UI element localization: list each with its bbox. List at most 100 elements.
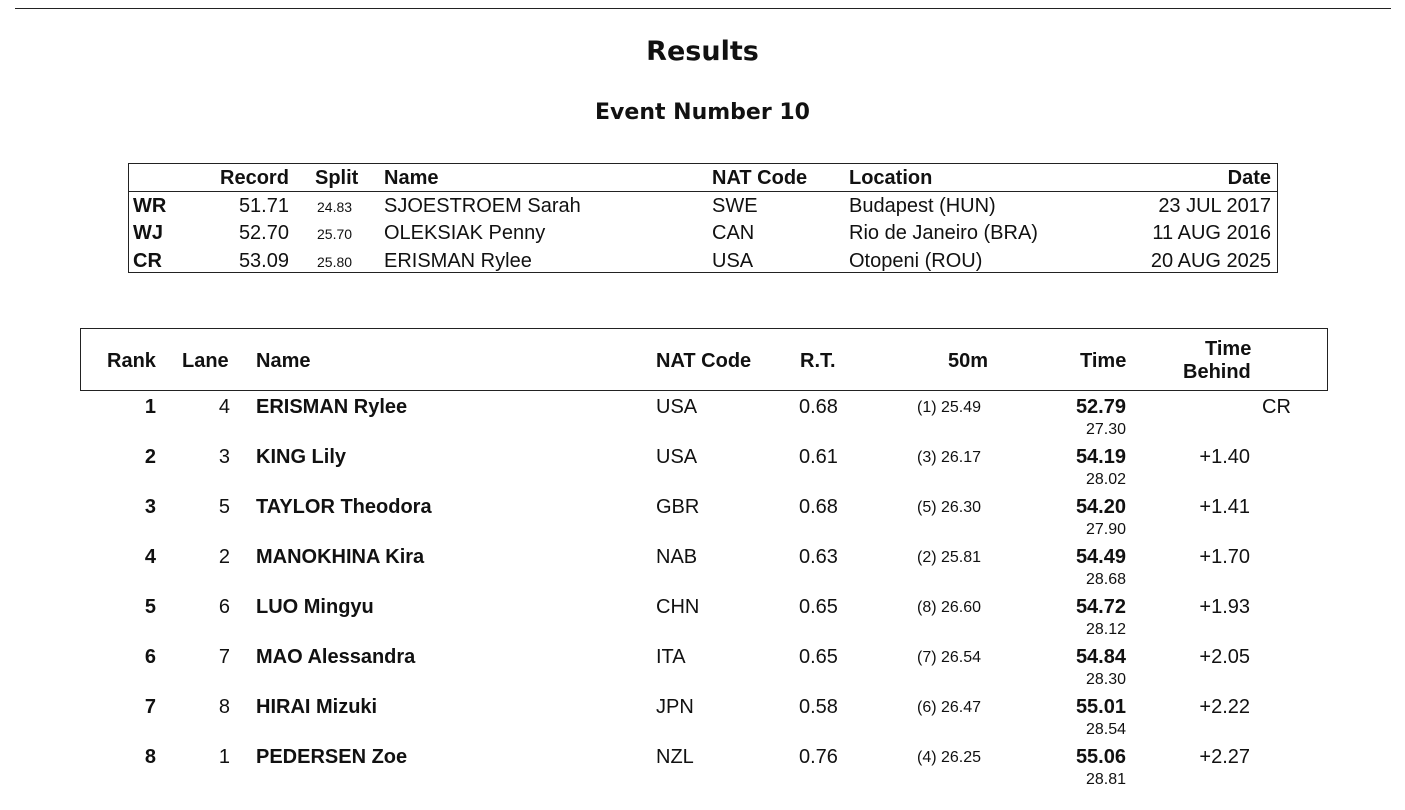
result-time: 52.79: [1075, 396, 1126, 418]
result-row: 5 6 LUO Mingyu CHN 0.65 (8) 26.60 54.72 …: [0, 596, 1405, 646]
result-name: PEDERSEN Zoe: [256, 746, 408, 768]
record-code: WR: [133, 195, 167, 217]
result-rank: 5: [144, 596, 156, 618]
records-header-record: Record: [220, 167, 289, 189]
results-header-name: Name: [256, 350, 311, 372]
result-rank: 4: [144, 546, 156, 568]
result-time: 54.20: [1075, 496, 1126, 518]
result-rank: 3: [144, 496, 156, 518]
result-name: KING Lily: [256, 446, 347, 468]
result-second-split: 28.54: [1085, 721, 1126, 738]
records-header-name: Name: [384, 167, 439, 189]
result-second-split: 28.02: [1085, 471, 1126, 488]
result-row: 3 5 TAYLOR Theodora GBR 0.68 (5) 26.30 5…: [0, 496, 1405, 546]
record-nat: SWE: [712, 195, 758, 217]
record-nat: USA: [712, 250, 754, 272]
result-nat: USA: [656, 396, 698, 418]
result-split: (8) 26.60: [917, 599, 982, 616]
result-second-split: 27.90: [1085, 521, 1126, 538]
result-nat: USA: [656, 446, 698, 468]
record-date: 23 JUL 2017: [1158, 195, 1271, 217]
records-table: Record Split Name NAT Code Location Date…: [128, 163, 1278, 273]
result-split: (5) 26.30: [917, 499, 982, 516]
record-split: 24.83: [317, 199, 353, 215]
result-time-behind: +1.70: [1199, 546, 1250, 568]
result-reaction-time: 0.63: [799, 546, 838, 568]
result-name: ERISMAN Rylee: [256, 396, 408, 418]
result-name: MAO Alessandra: [256, 646, 416, 668]
result-split: (6) 26.47: [917, 699, 982, 716]
event-title: Event Number 10: [595, 100, 810, 125]
result-nat: GBR: [656, 496, 700, 518]
result-row: 8 1 PEDERSEN Zoe NZL 0.76 (4) 26.25 55.0…: [0, 746, 1405, 796]
result-lane: 2: [218, 546, 230, 568]
result-time: 55.01: [1075, 696, 1126, 718]
result-reaction-time: 0.65: [799, 596, 838, 618]
result-time-behind: +1.41: [1199, 496, 1250, 518]
result-lane: 3: [218, 446, 230, 468]
result-split: (4) 26.25: [917, 749, 982, 766]
results-header-time: Time: [1080, 350, 1127, 372]
result-time: 54.19: [1075, 446, 1126, 468]
page-title: Results: [646, 36, 759, 67]
results-header-rt: R.T.: [800, 350, 836, 372]
result-second-split: 28.12: [1085, 621, 1126, 638]
results-header-nat: NAT Code: [656, 350, 752, 372]
result-rank: 8: [144, 746, 156, 768]
record-location: Otopeni (ROU): [849, 250, 983, 272]
result-name: MANOKHINA Kira: [256, 546, 425, 568]
results-header-lane: Lane: [182, 350, 229, 372]
result-rank: 6: [144, 646, 156, 668]
result-time: 54.84: [1075, 646, 1126, 668]
top-divider: [15, 8, 1391, 9]
result-split: (2) 25.81: [917, 549, 982, 566]
record-holder: ERISMAN Rylee: [384, 250, 532, 272]
record-location: Budapest (HUN): [849, 195, 996, 217]
results-header-behind-1: Time: [1205, 338, 1252, 360]
result-nat: ITA: [656, 646, 686, 668]
result-time: 54.72: [1075, 596, 1126, 618]
result-name: LUO Mingyu: [256, 596, 374, 618]
record-split: 25.70: [317, 226, 353, 242]
record-time: 51.71: [238, 195, 289, 217]
result-time-behind: +1.93: [1199, 596, 1250, 618]
result-row: 6 7 MAO Alessandra ITA 0.65 (7) 26.54 54…: [0, 646, 1405, 696]
results-header: Rank Lane Name NAT Code R.T. 50m Time Ti…: [80, 328, 1328, 391]
result-second-split: 28.81: [1085, 771, 1126, 788]
record-holder: OLEKSIAK Penny: [384, 222, 546, 244]
record-date: 20 AUG 2025: [1150, 250, 1271, 272]
records-header-date: Date: [1227, 167, 1271, 189]
result-lane: 6: [218, 596, 230, 618]
result-nat: JPN: [656, 696, 694, 718]
result-row: 7 8 HIRAI Mizuki JPN 0.58 (6) 26.47 55.0…: [0, 696, 1405, 746]
result-nat: CHN: [656, 596, 700, 618]
record-row: CR 53.09 25.80 ERISMAN Rylee USA Otopeni…: [129, 247, 1277, 274]
result-nat: NAB: [656, 546, 698, 568]
record-row: WJ 52.70 25.70 OLEKSIAK Penny CAN Rio de…: [129, 219, 1277, 246]
result-second-split: 28.68: [1085, 571, 1126, 588]
record-nat: CAN: [712, 222, 755, 244]
result-row: 4 2 MANOKHINA Kira NAB 0.63 (2) 25.81 54…: [0, 546, 1405, 596]
results-header-rank: Rank: [107, 350, 156, 372]
record-row: WR 51.71 24.83 SJOESTROEM Sarah SWE Buda…: [129, 192, 1277, 219]
records-header-location: Location: [849, 167, 933, 189]
record-code: CR: [133, 250, 162, 272]
results-header-behind-2: Behind: [1183, 361, 1251, 383]
result-time-behind: +2.27: [1199, 746, 1250, 768]
result-rank: 1: [144, 396, 156, 418]
result-lane: 8: [218, 696, 230, 718]
record-split: 25.80: [317, 254, 353, 270]
record-time: 52.70: [238, 222, 289, 244]
result-lane: 1: [218, 746, 230, 768]
result-lane: 5: [218, 496, 230, 518]
result-name: TAYLOR Theodora: [256, 496, 432, 518]
result-reaction-time: 0.58: [799, 696, 838, 718]
records-header-split: Split: [315, 167, 359, 189]
results-header-split: 50m: [948, 350, 989, 372]
result-time-behind: +2.05: [1199, 646, 1250, 668]
records-header-nat: NAT Code: [712, 167, 808, 189]
result-lane: 4: [218, 396, 230, 418]
result-second-split: 28.30: [1085, 671, 1126, 688]
result-reaction-time: 0.61: [799, 446, 838, 468]
result-reaction-time: 0.76: [799, 746, 838, 768]
